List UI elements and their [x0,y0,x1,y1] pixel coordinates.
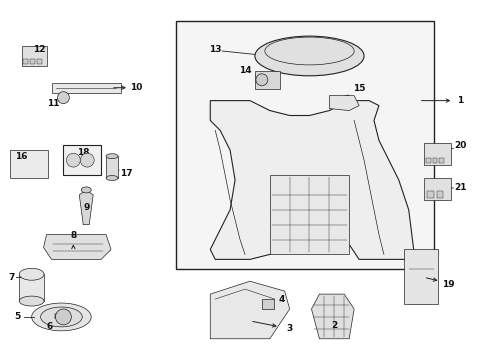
Text: 9: 9 [83,203,89,212]
Bar [269,175,348,255]
Bar [403,249,438,304]
Polygon shape [43,235,111,260]
Bar [254,71,279,89]
Bar [22,59,28,64]
Bar [426,191,433,198]
Ellipse shape [19,268,44,280]
Circle shape [66,153,80,167]
Text: 20: 20 [453,141,466,150]
Ellipse shape [254,36,364,76]
Text: 10: 10 [129,83,142,92]
Text: 4: 4 [278,294,285,303]
Text: 12: 12 [33,45,46,54]
Bar [423,143,450,165]
Text: 5: 5 [15,312,21,321]
Bar [10,150,47,178]
Ellipse shape [106,154,118,159]
Bar [19,274,44,301]
Bar [423,178,450,200]
Ellipse shape [106,176,118,180]
Text: 21: 21 [453,184,466,193]
Circle shape [57,92,69,104]
Circle shape [80,153,94,167]
Ellipse shape [81,187,91,193]
Ellipse shape [19,296,44,306]
Bar [37,59,41,64]
Polygon shape [51,83,121,93]
Text: 3: 3 [286,324,292,333]
Polygon shape [79,190,93,225]
Text: 11: 11 [47,99,60,108]
Bar [425,158,429,163]
Text: 2: 2 [330,321,337,330]
Text: 8: 8 [70,231,76,240]
Bar [439,158,444,163]
Bar [30,59,35,64]
Polygon shape [328,96,358,111]
Bar [262,299,273,309]
Text: 7: 7 [9,273,15,282]
Text: 14: 14 [238,66,251,75]
Ellipse shape [41,307,82,327]
Polygon shape [311,294,353,339]
Bar [436,191,443,198]
Polygon shape [210,281,289,339]
Ellipse shape [32,303,91,331]
Bar [175,21,433,269]
Circle shape [255,74,267,86]
Bar [63,145,101,175]
Text: 19: 19 [441,280,454,289]
Text: 6: 6 [46,322,53,331]
Text: 17: 17 [120,168,132,177]
Polygon shape [210,100,413,260]
Text: 13: 13 [208,45,221,54]
Bar [432,158,437,163]
Bar [106,156,118,178]
Bar [21,46,46,66]
Circle shape [55,309,71,325]
Text: 1: 1 [456,96,463,105]
Text: 16: 16 [16,152,28,161]
Text: 15: 15 [352,84,365,93]
Text: 18: 18 [77,148,89,157]
